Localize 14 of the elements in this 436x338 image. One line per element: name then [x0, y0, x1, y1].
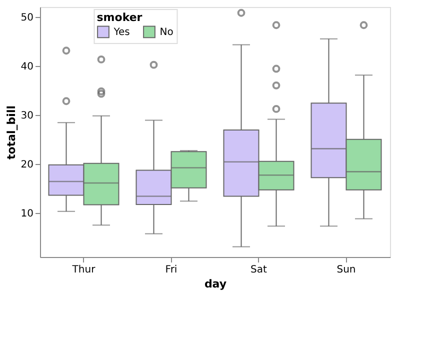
x-tick-label: Fri	[165, 264, 178, 276]
x-tick-label: Thur	[71, 264, 96, 276]
y-axis-title: total_bill	[4, 106, 18, 160]
y-tick-label: 30	[20, 110, 34, 122]
y-tick-label: 50	[20, 12, 34, 24]
y-tick-label: 20	[20, 159, 34, 170]
x-tick-label: Sun	[336, 264, 356, 276]
y-tick-label: 10	[20, 208, 34, 220]
legend-label: Yes	[112, 26, 130, 38]
legend-label: No	[160, 26, 174, 38]
y-tick-label: 40	[20, 61, 34, 72]
x-tick-label: Sat	[250, 264, 268, 276]
legend-title: smoker	[96, 11, 143, 24]
x-axis-title: day	[204, 278, 227, 290]
